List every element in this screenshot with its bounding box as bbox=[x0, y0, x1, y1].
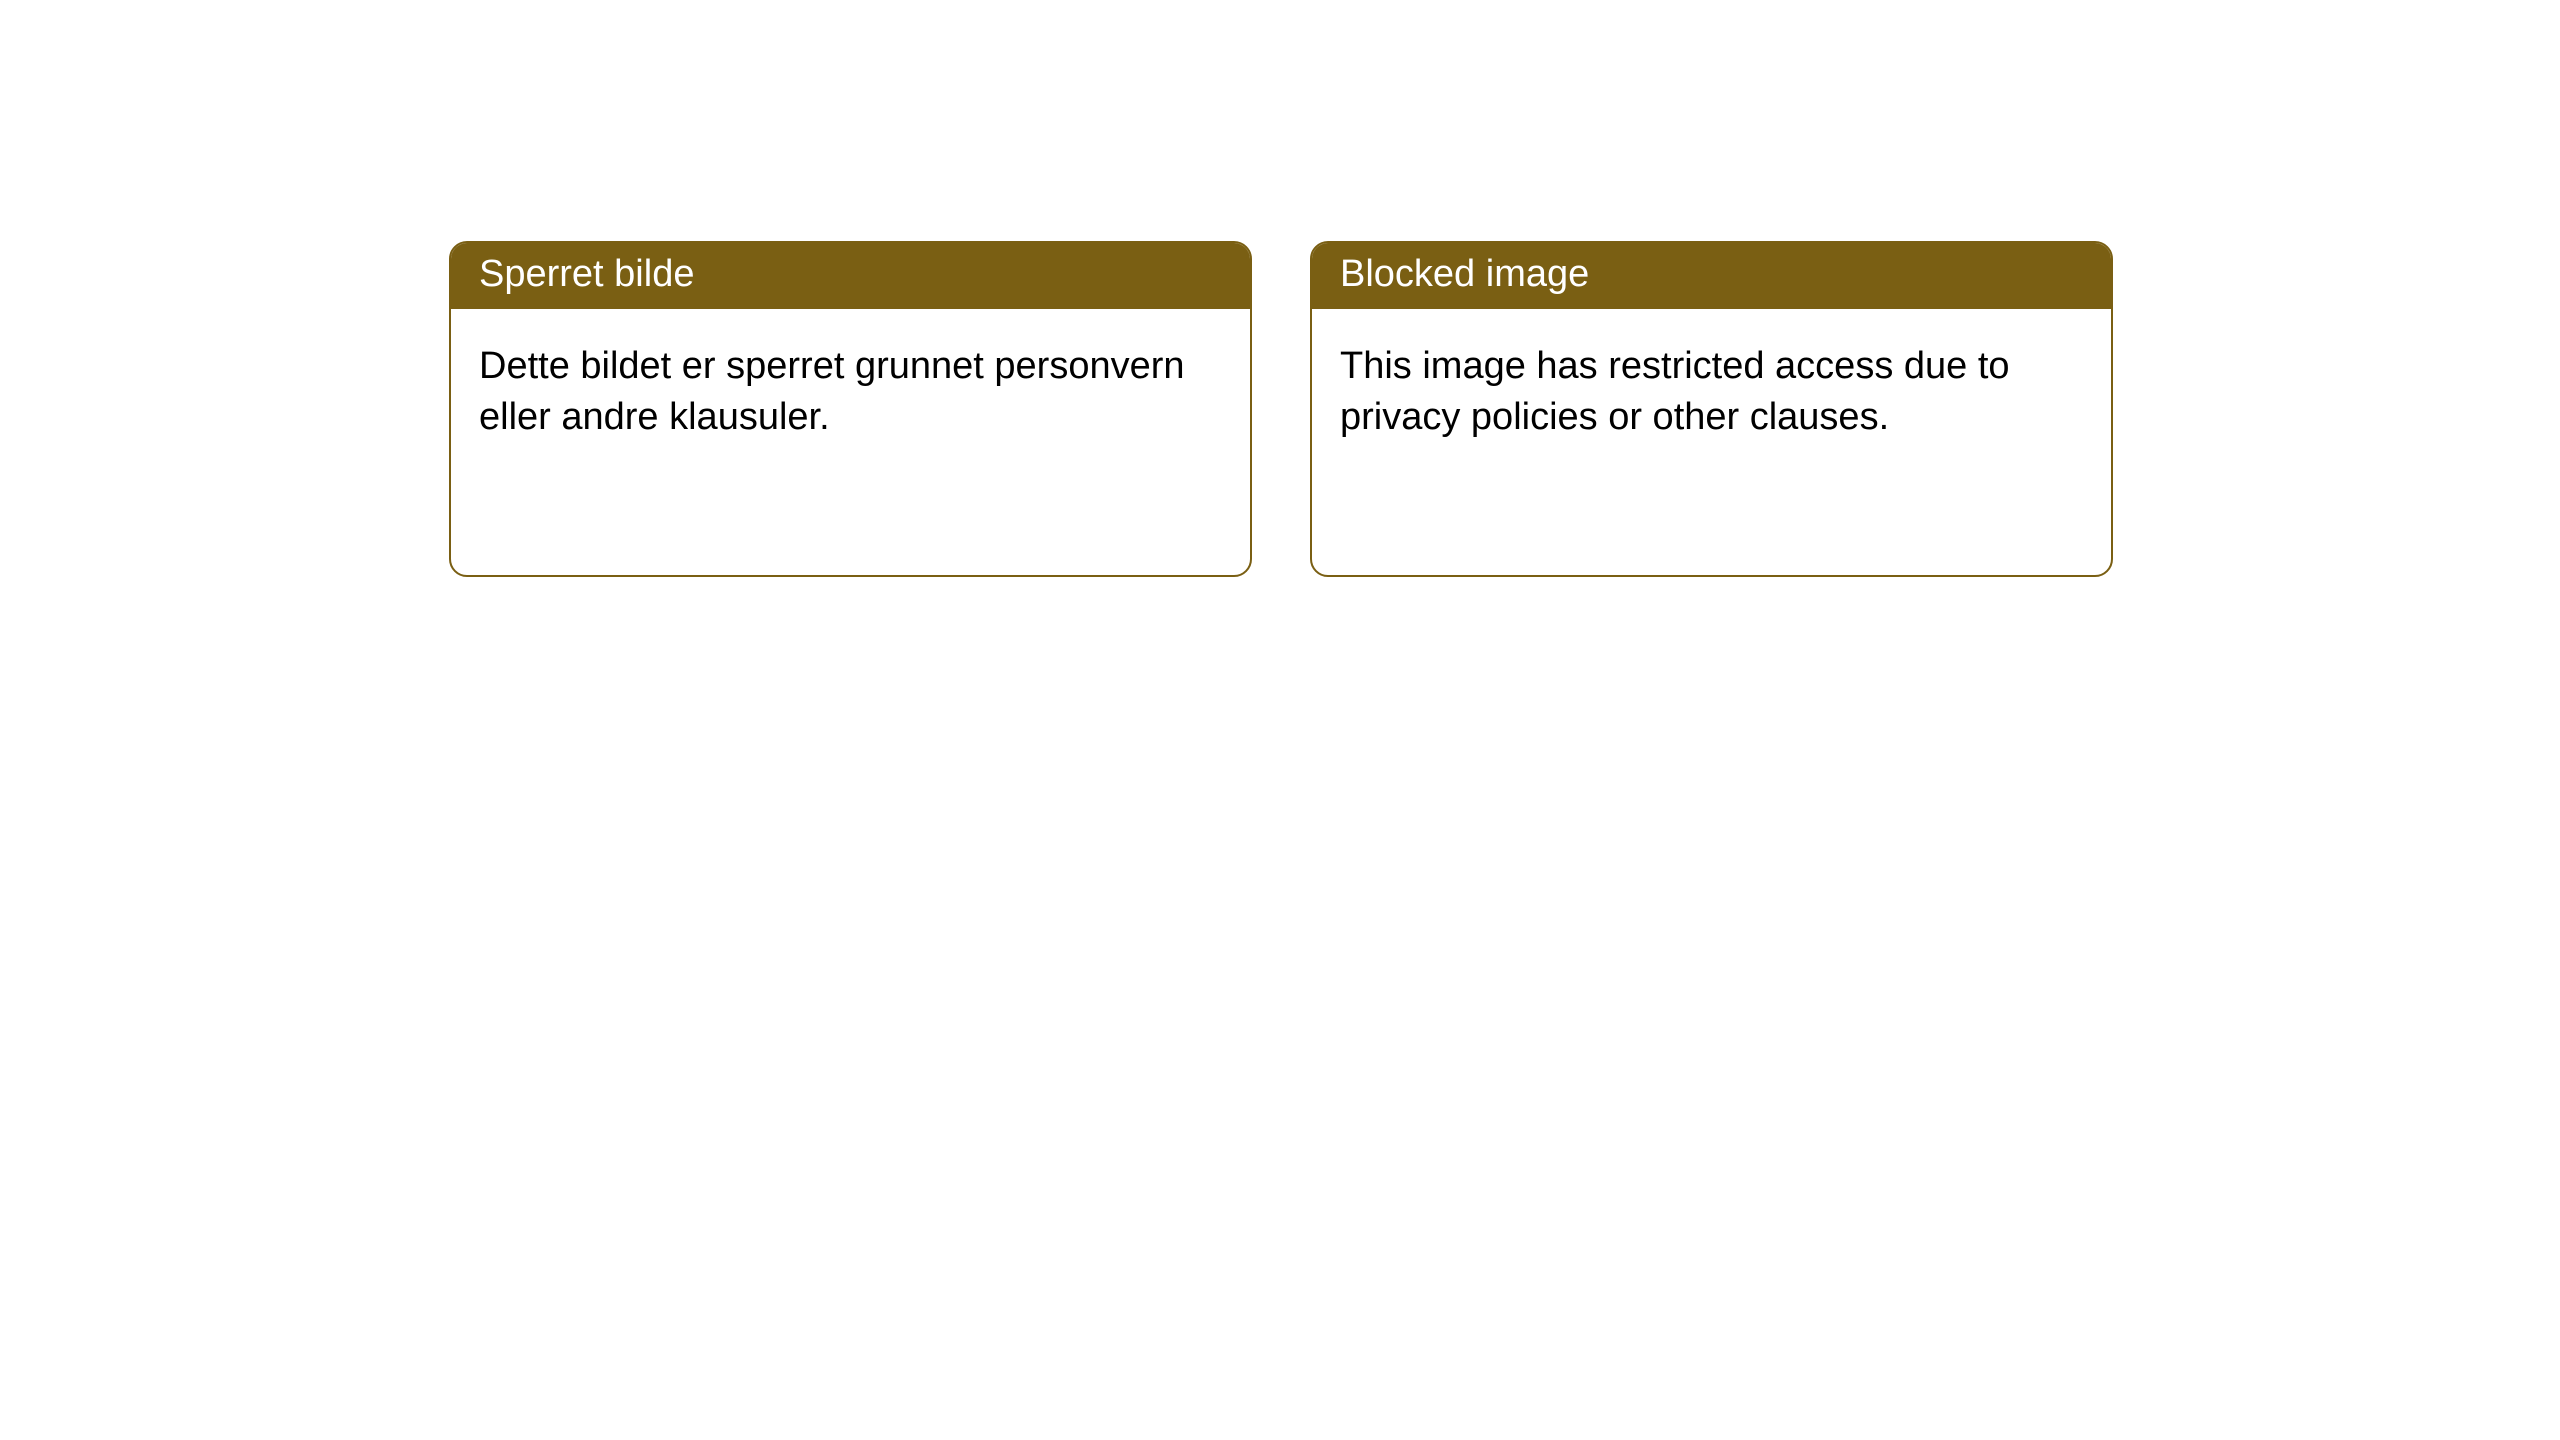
notice-card-english: Blocked image This image has restricted … bbox=[1310, 241, 2113, 577]
notice-body-english: This image has restricted access due to … bbox=[1312, 309, 2111, 476]
notice-body-norwegian: Dette bildet er sperret grunnet personve… bbox=[451, 309, 1250, 476]
notice-title-english: Blocked image bbox=[1312, 243, 2111, 309]
notice-card-norwegian: Sperret bilde Dette bildet er sperret gr… bbox=[449, 241, 1252, 577]
notice-container: Sperret bilde Dette bildet er sperret gr… bbox=[449, 241, 2113, 577]
notice-title-norwegian: Sperret bilde bbox=[451, 243, 1250, 309]
